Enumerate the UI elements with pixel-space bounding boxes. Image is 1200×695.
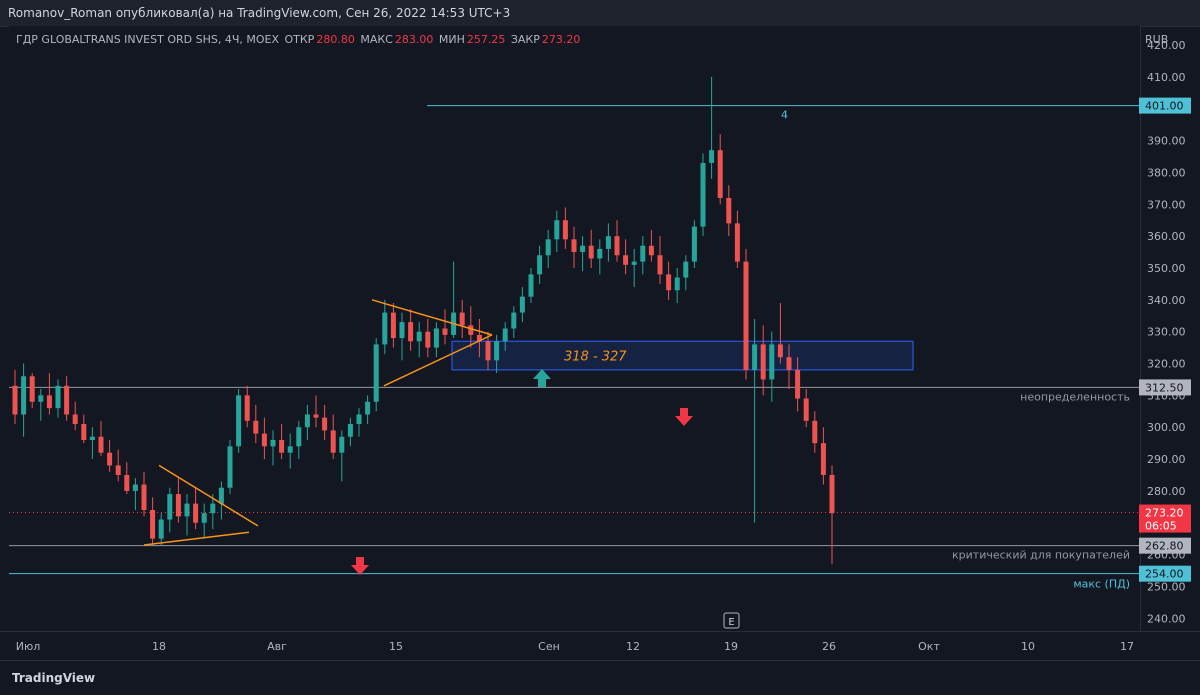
time-axis[interactable]	[0, 631, 1200, 660]
low-value: 257.25	[466, 33, 506, 46]
low-label: МИН	[438, 33, 465, 46]
price-scale[interactable]	[1140, 26, 1200, 631]
close-value: 273.20	[541, 33, 581, 46]
chart-area[interactable]	[9, 26, 1140, 631]
symbol-title: ГДР GLOBALTRANS INVEST ORD SHS, 4Ч, MOEX	[16, 33, 279, 46]
tradingview-logo: TradingView	[12, 671, 96, 685]
footer-bar: TradingView	[0, 660, 1200, 695]
high-label: МАКС	[360, 33, 393, 46]
close-label: ЗАКР	[510, 33, 540, 46]
symbol-legend: ГДР GLOBALTRANS INVEST ORD SHS, 4Ч, MOEX…	[16, 33, 582, 46]
open-value: 280.80	[316, 33, 355, 46]
currency-label: RUB	[1145, 33, 1169, 46]
open-label: ОТКР	[284, 33, 315, 46]
high-value: 283.00	[394, 33, 434, 46]
publisher-bar: Romanov_Roman опубликовал(а) на TradingV…	[0, 0, 1200, 27]
publisher-text: Romanov_Roman опубликовал(а) на TradingV…	[8, 6, 511, 20]
